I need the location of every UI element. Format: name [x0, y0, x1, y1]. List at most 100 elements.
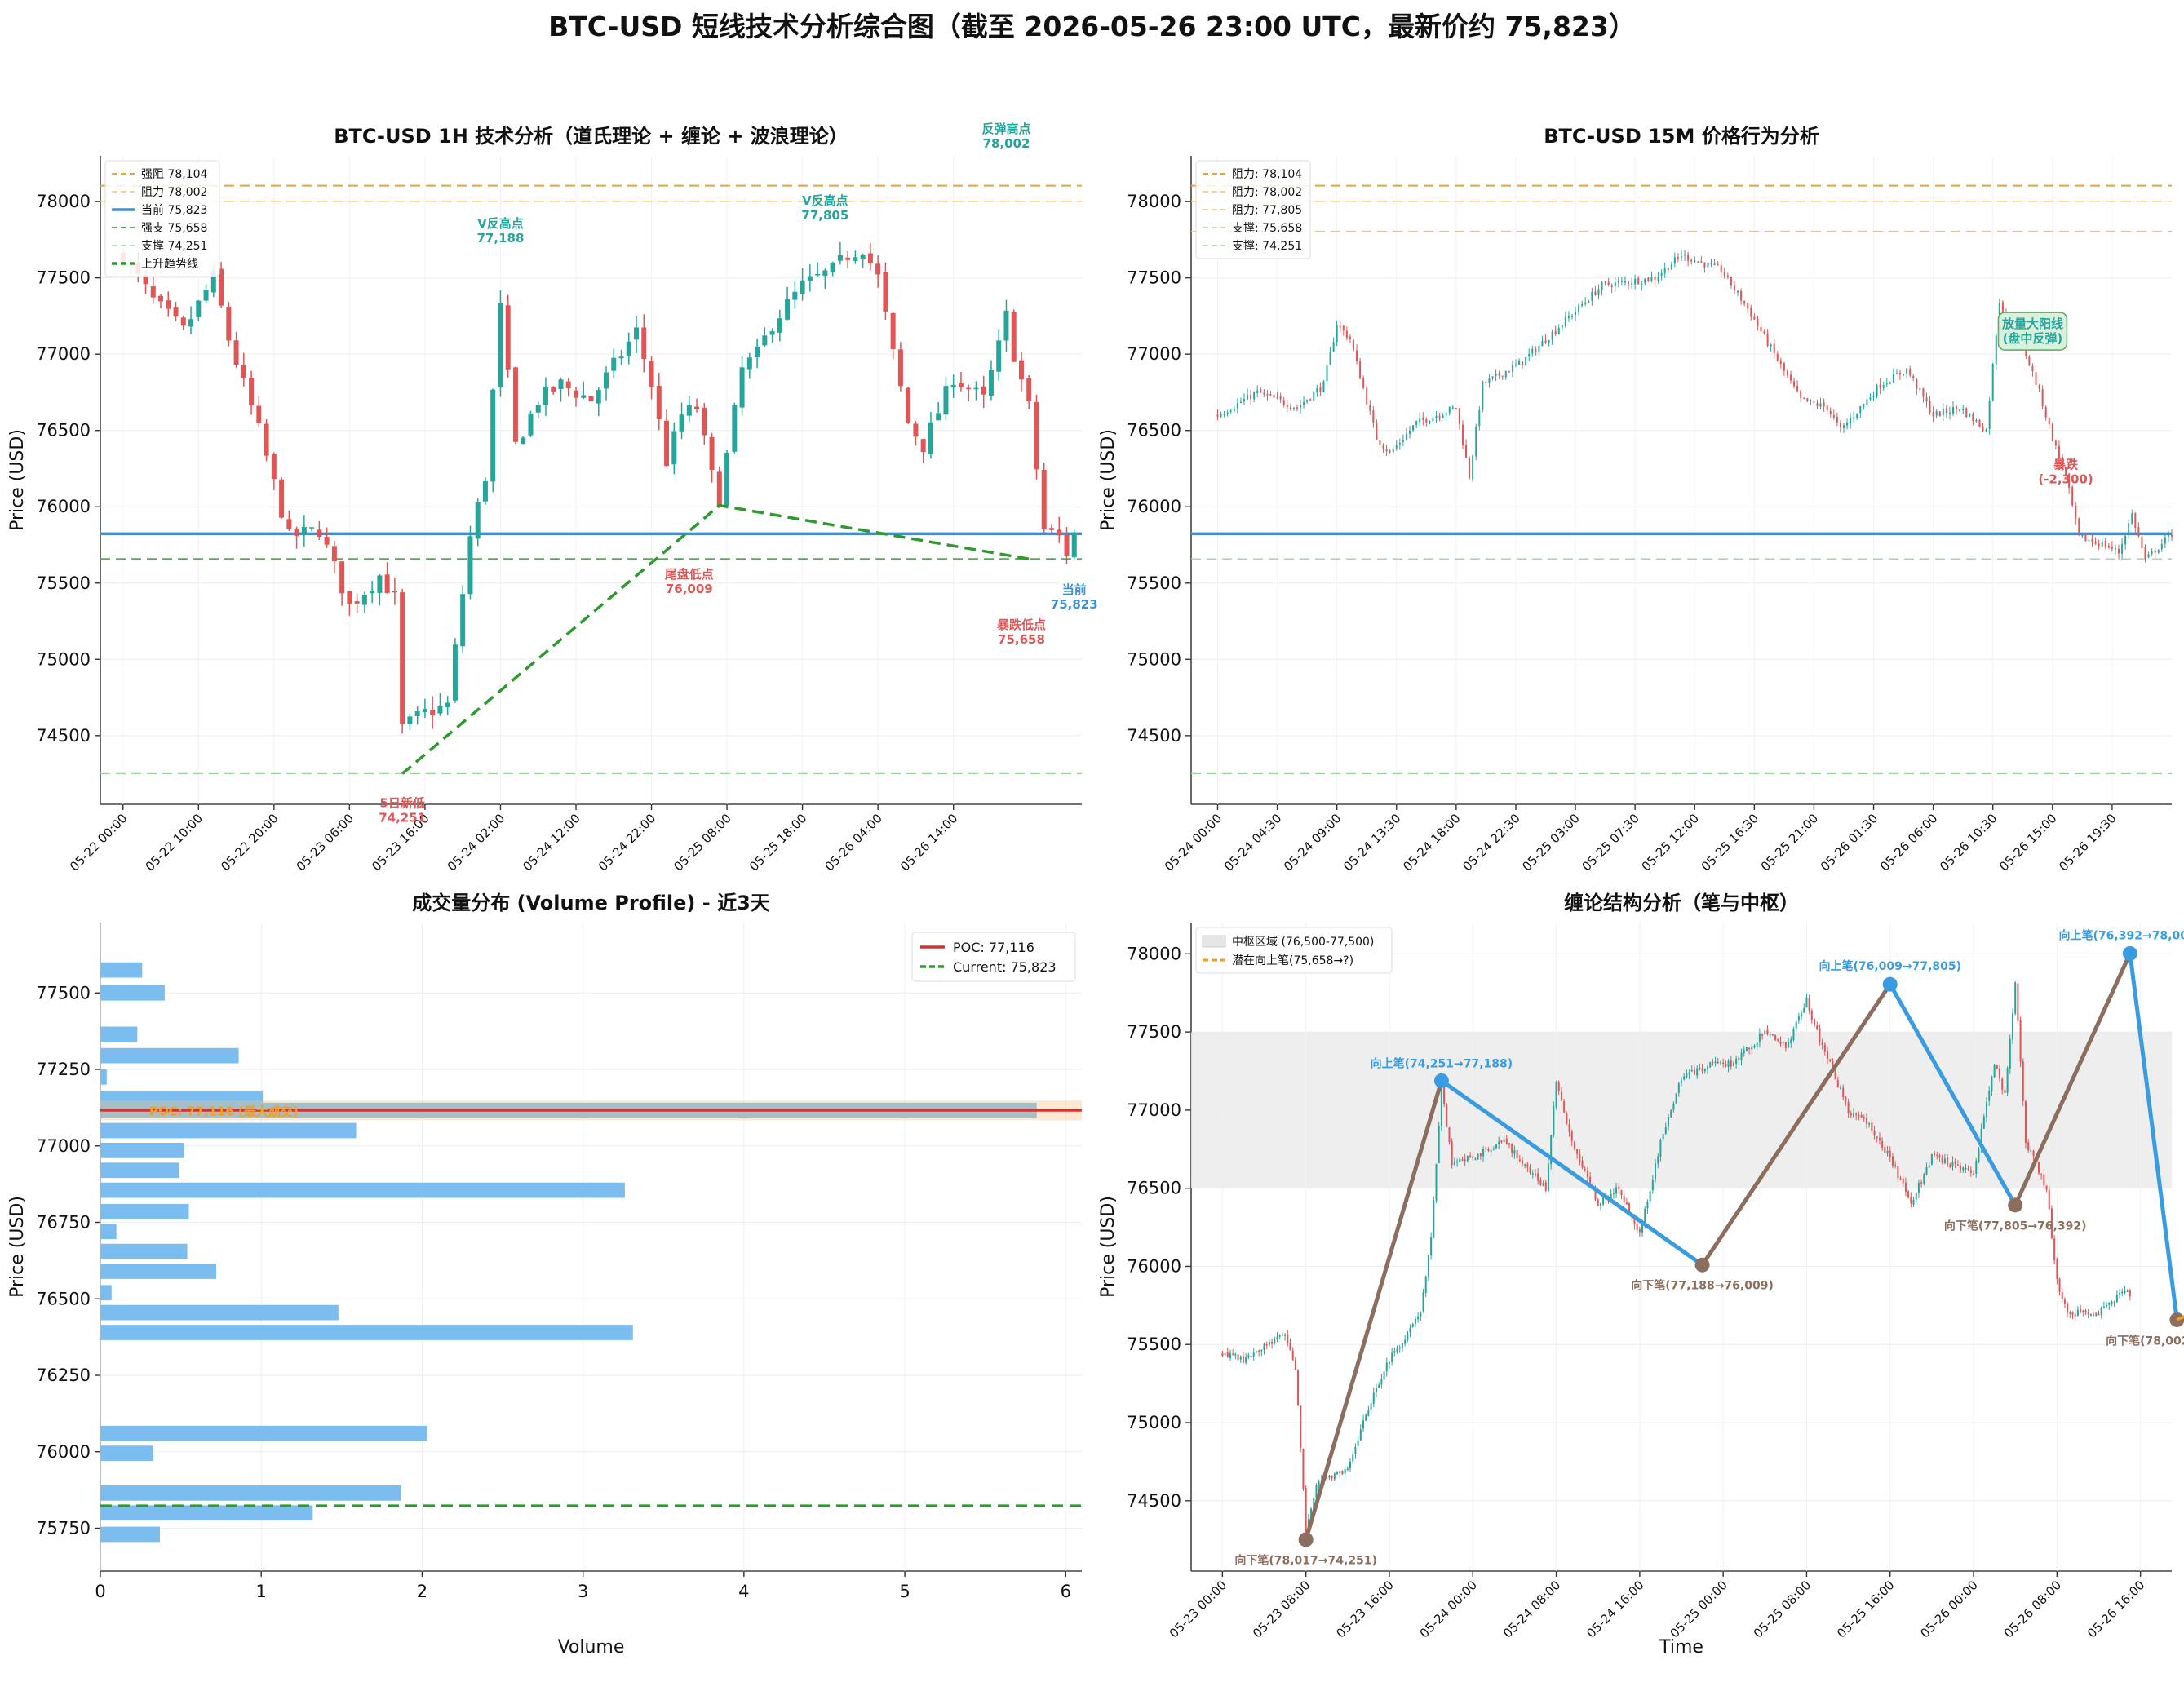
candle-body: [2167, 534, 2169, 537]
candle-body: [2043, 1174, 2045, 1186]
candle-body: [1834, 1071, 1836, 1079]
x-tick-label: 5: [899, 1582, 910, 1601]
candle-body: [2124, 1290, 2126, 1294]
candle-body: [414, 711, 420, 717]
candle-body: [2098, 1313, 2100, 1316]
candle-body: [2126, 1290, 2129, 1293]
candle-body: [2048, 1189, 2050, 1210]
candle-body: [1620, 281, 1623, 282]
candle-body: [1432, 417, 1434, 422]
candle-body: [1667, 268, 1669, 271]
candle-body: [1836, 416, 1838, 423]
legend-label: 当前 75,823: [141, 203, 207, 217]
candle-body: [2053, 1238, 2056, 1261]
candle-body: [906, 387, 911, 423]
candle-body: [1253, 392, 1256, 400]
candle-body: [347, 591, 352, 604]
candle-body: [1872, 396, 1875, 398]
candle-body: [1518, 361, 1521, 365]
candle-body: [565, 381, 571, 389]
candle-body: [1319, 387, 1322, 392]
x-tick-label: 05-25 12:00: [1639, 811, 1702, 874]
candle-body: [1438, 1126, 1440, 1164]
candle-body: [1422, 1292, 1424, 1312]
candle-body: [1925, 1166, 1928, 1175]
candle-body: [1465, 445, 1468, 458]
candle-body: [618, 356, 624, 359]
candle-body: [1557, 1082, 1560, 1091]
x-tick-label: 05-25 08:00: [1751, 1578, 1814, 1640]
candle-body: [1339, 1471, 1341, 1474]
panel-volume-profile: 75750 76000 76250 76500 76750 77000 77250 77500…: [7, 892, 1082, 1658]
candle-body: [1442, 415, 1444, 418]
candle-body: [1568, 1124, 1570, 1132]
candle-body: [1763, 331, 1765, 334]
candle-body: [317, 529, 322, 538]
candle-body: [1405, 433, 1407, 440]
candle-body: [1591, 291, 1593, 301]
candle-body: [2045, 1185, 2048, 1190]
candle-body: [166, 300, 171, 309]
x-tick-label: 05-26 19:30: [2056, 811, 2119, 874]
candle-body: [1879, 384, 1881, 388]
candle-body: [1472, 1157, 1474, 1159]
candle-body: [958, 383, 964, 387]
candle-body: [1352, 339, 1354, 351]
candle-body: [897, 349, 903, 387]
candle-body: [1641, 1224, 1644, 1233]
candle-body: [370, 590, 375, 594]
candle-body: [1965, 408, 1968, 417]
candle-body: [716, 471, 722, 508]
candle-body: [1910, 1197, 1912, 1204]
candle-body: [2038, 385, 2040, 389]
candle-body: [1975, 1161, 1978, 1174]
candle-body: [1733, 285, 1735, 291]
x-tick-label: 05-25 00:00: [1667, 1578, 1730, 1640]
legend-label: POC: 77,116: [953, 940, 1034, 955]
candle-body: [2025, 346, 2027, 356]
candle-body: [2076, 1309, 2079, 1316]
candle-body: [2080, 1308, 2082, 1312]
candle-body: [1576, 1149, 1579, 1155]
volume-bar: [100, 1505, 313, 1521]
candle-body: [746, 357, 752, 370]
candle-body: [2027, 1142, 2030, 1151]
candle-body: [1252, 1352, 1255, 1357]
candle-body: [407, 716, 413, 724]
candle-body: [2084, 1310, 2087, 1312]
candle-body: [1855, 1113, 1858, 1116]
annotation-label: 75,823: [1051, 597, 1098, 612]
candle-body: [1443, 1084, 1446, 1104]
candle-body: [1701, 1068, 1703, 1072]
candle-body: [1633, 1217, 1636, 1225]
candle-body: [2031, 365, 2034, 372]
candle-body: [1677, 257, 1679, 259]
candle-body: [626, 341, 631, 356]
candle-body: [1829, 410, 1832, 414]
y-tick-label: 75500: [1127, 573, 1181, 593]
candle-body: [1969, 1170, 1972, 1173]
candle-body: [1779, 1042, 1782, 1044]
candle-body: [331, 546, 337, 562]
candle-body: [1306, 400, 1309, 402]
candle-body: [1662, 1134, 1664, 1140]
candle-body: [1344, 1468, 1346, 1474]
y-tick-label: 77000: [36, 1136, 91, 1156]
candle-body: [1425, 419, 1428, 423]
candle-body: [1969, 414, 1971, 418]
legend-label: 阻力 78,002: [141, 186, 207, 199]
candle-body: [1376, 422, 1378, 440]
candle-body: [1737, 290, 1739, 293]
candle-body: [1677, 1083, 1680, 1093]
candle-body: [1722, 1062, 1725, 1065]
candle-body: [860, 255, 866, 260]
candle-body: [1286, 405, 1288, 408]
candle-body: [286, 519, 292, 529]
candle-body: [1668, 1116, 1670, 1127]
candle-body: [2030, 1150, 2032, 1152]
candle-body: [1686, 1073, 1688, 1078]
candle-body: [1268, 1342, 1270, 1345]
candle-body: [1706, 1066, 1708, 1070]
candle-body: [1847, 1102, 1850, 1113]
candle-body: [1943, 1158, 1946, 1164]
